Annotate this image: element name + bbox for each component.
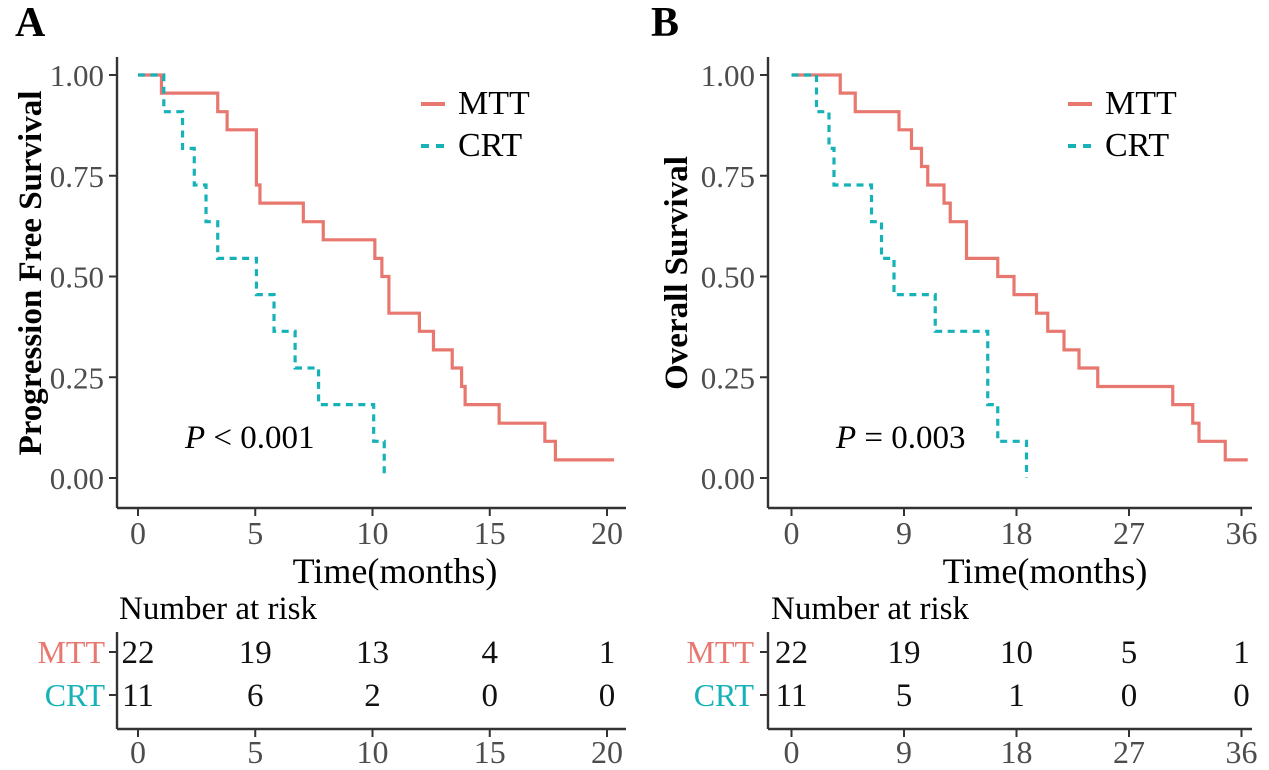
p-value-text: = 0.003 xyxy=(856,420,966,456)
risk-count: 6 xyxy=(247,678,264,714)
risk-count: 11 xyxy=(122,678,154,714)
panel-b-x-axis-title: Time(months) xyxy=(942,551,1148,591)
risk-time-label: 9 xyxy=(896,734,912,770)
risk-count: 22 xyxy=(122,635,155,671)
risk-time-label: 0 xyxy=(130,734,146,770)
p-symbol: P xyxy=(185,420,206,456)
y-tick-label: 0.75 xyxy=(50,159,104,194)
y-tick-label: 0.50 xyxy=(50,260,104,295)
panel-b-label: B xyxy=(651,0,680,46)
x-tick-label: 18 xyxy=(1001,515,1033,551)
y-tick-label: 0.50 xyxy=(701,260,755,295)
x-tick-label: 10 xyxy=(357,515,389,551)
risk-count: 1 xyxy=(1233,635,1250,671)
risk-time-label: 5 xyxy=(247,734,263,770)
crt-line-key-icon xyxy=(421,144,445,148)
panel-b-risk-row-label-mtt: MTT xyxy=(686,634,754,670)
y-tick-label: 1.00 xyxy=(701,58,755,93)
risk-count: 1 xyxy=(599,635,616,671)
risk-count: 11 xyxy=(776,678,808,714)
panel-a-risk-row-label-crt: CRT xyxy=(44,677,105,713)
risk-time-label: 36 xyxy=(1226,734,1258,770)
risk-count: 22 xyxy=(775,635,808,671)
km-curve-mtt xyxy=(138,73,615,462)
risk-count: 5 xyxy=(1121,635,1138,671)
y-tick-label: 0.00 xyxy=(701,461,755,496)
legend-label-crt: CRT xyxy=(1105,127,1170,164)
mtt-line-key-icon xyxy=(1068,102,1092,106)
legend-entry-mtt: MTT xyxy=(1068,83,1177,125)
panel-a-risk-table-title: Number at risk xyxy=(119,591,317,627)
risk-count: 13 xyxy=(356,635,389,671)
risk-count: 19 xyxy=(239,635,272,671)
legend-label-mtt: MTT xyxy=(1105,85,1177,122)
y-tick-label: 0.25 xyxy=(50,360,104,395)
risk-time-label: 20 xyxy=(591,734,623,770)
panel-a-legend: MTT CRT xyxy=(421,83,530,167)
crt-line-key-icon xyxy=(1068,144,1092,148)
x-tick-label: 15 xyxy=(474,515,506,551)
risk-count: 19 xyxy=(888,635,921,671)
y-tick-label: 1.00 xyxy=(50,58,104,93)
panel-a-risk-row-label-mtt: MTT xyxy=(37,634,105,670)
x-tick-label: 0 xyxy=(784,515,800,551)
y-tick-label: 0.00 xyxy=(50,461,104,496)
risk-count: 1 xyxy=(1008,678,1025,714)
panel-a-label: A xyxy=(15,0,46,46)
legend-entry-mtt: MTT xyxy=(421,83,530,125)
p-symbol: P xyxy=(836,420,857,456)
risk-count: 10 xyxy=(1000,635,1033,671)
risk-time-label: 18 xyxy=(1001,734,1033,770)
panel-b-risk-row-label-crt: CRT xyxy=(693,677,754,713)
panel-b-y-axis-title: Overall Survival xyxy=(659,156,695,390)
panel-b-p-value: P = 0.003 xyxy=(803,383,966,494)
p-value-text: < 0.001 xyxy=(205,420,315,456)
risk-time-label: 27 xyxy=(1113,734,1145,770)
legend-entry-crt: CRT xyxy=(421,125,530,167)
panel-a-x-axis-title: Time(months) xyxy=(292,551,498,591)
legend-label-crt: CRT xyxy=(458,127,523,164)
risk-time-label: 0 xyxy=(784,734,800,770)
legend-entry-crt: CRT xyxy=(1068,125,1177,167)
y-tick-label: 0.25 xyxy=(701,360,755,395)
y-tick-label: 0.75 xyxy=(701,159,755,194)
x-tick-label: 5 xyxy=(247,515,263,551)
x-tick-label: 9 xyxy=(896,515,912,551)
mtt-line-key-icon xyxy=(421,102,445,106)
panel-a-y-axis-title: Progression Free Survival xyxy=(13,90,49,456)
legend-label-mtt: MTT xyxy=(458,85,530,122)
risk-time-label: 10 xyxy=(357,734,389,770)
x-tick-label: 0 xyxy=(130,515,146,551)
x-tick-label: 20 xyxy=(591,515,623,551)
panel-a-p-value: P < 0.001 xyxy=(152,383,315,494)
risk-time-label: 15 xyxy=(474,734,506,770)
panel-b-legend: MTT CRT xyxy=(1068,83,1177,167)
panel-b-risk-table-title: Number at risk xyxy=(771,591,969,627)
risk-count: 2 xyxy=(364,678,381,714)
risk-count: 0 xyxy=(1121,678,1138,714)
risk-count: 5 xyxy=(896,678,913,714)
risk-count: 4 xyxy=(482,635,499,671)
risk-count: 0 xyxy=(1233,678,1250,714)
risk-count: 0 xyxy=(482,678,499,714)
risk-count: 0 xyxy=(599,678,616,714)
x-tick-label: 27 xyxy=(1113,515,1145,551)
x-tick-label: 36 xyxy=(1226,515,1258,551)
km-curve-mtt xyxy=(791,73,1248,462)
km-curve-crt xyxy=(138,73,386,478)
